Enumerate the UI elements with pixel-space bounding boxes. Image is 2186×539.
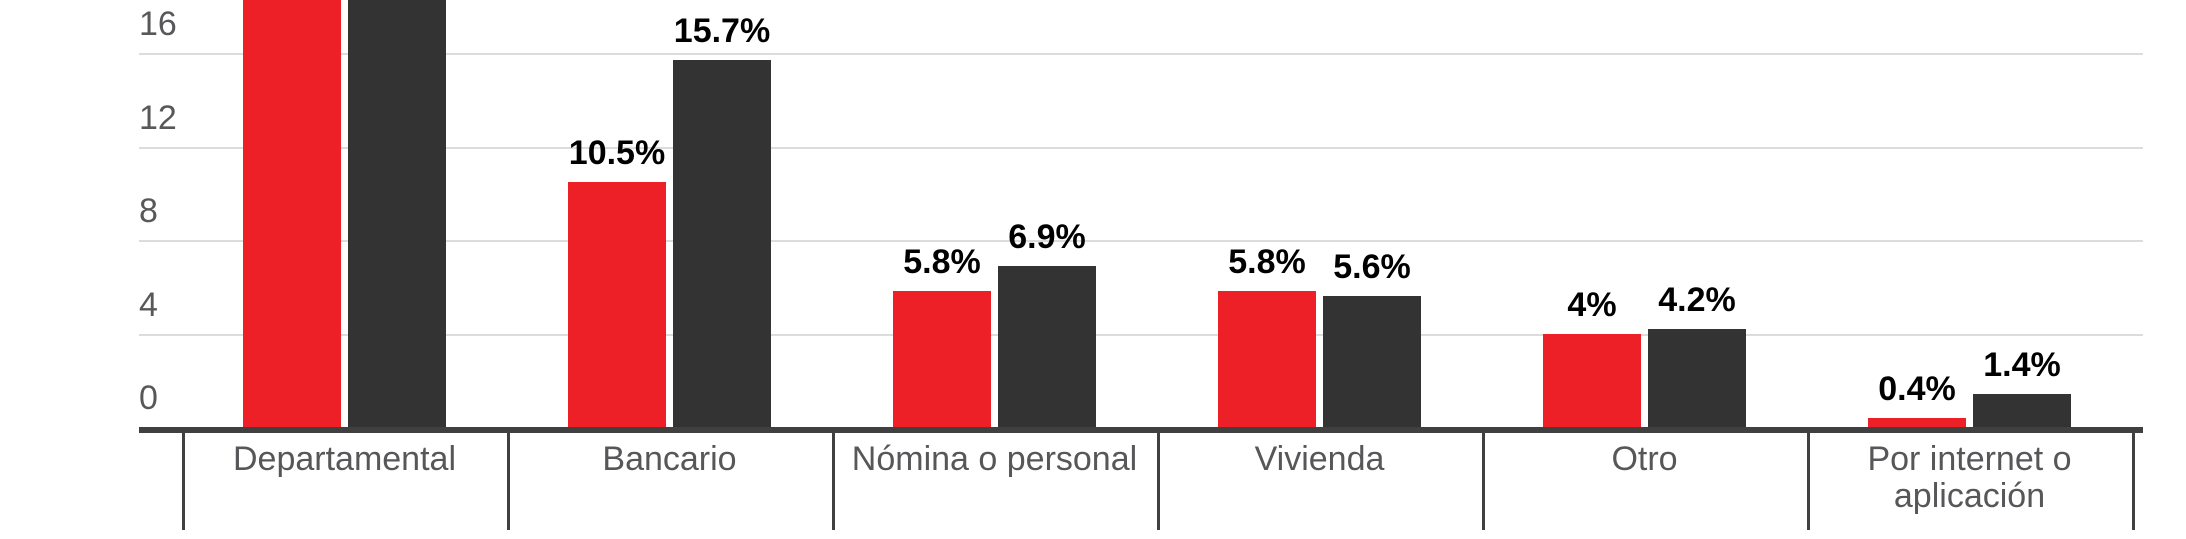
x-axis-category-label: Vivienda — [1254, 440, 1385, 478]
bar-red-series[interactable] — [1218, 291, 1316, 428]
bar-red-series[interactable] — [568, 181, 666, 428]
category-separator — [1807, 427, 1810, 530]
category-separator — [507, 427, 510, 530]
x-axis-category-label: Por internet o aplicación — [1867, 440, 2072, 515]
y-axis-tick-label: 4 — [139, 285, 158, 324]
gridline — [139, 240, 2143, 242]
bar-dark-series[interactable] — [998, 265, 1096, 428]
x-axis-category-label: Bancario — [602, 440, 737, 478]
bar-value-label: 0.4% — [1878, 369, 1956, 408]
bar-dark-series[interactable] — [1648, 328, 1746, 428]
bar-dark-series[interactable] — [673, 60, 771, 428]
bar-red-series[interactable] — [1543, 333, 1641, 428]
bar-dark-series[interactable] — [348, 0, 446, 428]
bar-red-series[interactable] — [1868, 417, 1966, 428]
x-axis-category-label: Nómina o personal — [851, 440, 1138, 478]
bar-value-label: 1.4% — [1983, 346, 2061, 385]
x-axis-baseline — [139, 427, 2143, 433]
bar-dark-series[interactable] — [1323, 296, 1421, 428]
x-axis-category-label: Departamental — [232, 440, 456, 478]
y-axis-tick-label: 16 — [139, 5, 177, 44]
y-axis-tick-label: 8 — [139, 192, 158, 231]
category-separator — [832, 427, 835, 530]
y-axis-tick-label: 0 — [139, 379, 158, 418]
category-separator — [1482, 427, 1485, 530]
bar-value-label: 5.8% — [1228, 243, 1306, 282]
category-separator — [182, 427, 185, 530]
bar-value-label: 5.8% — [903, 243, 981, 282]
gridline — [139, 53, 2143, 55]
y-axis-tick-label: 12 — [139, 98, 177, 137]
bar-value-label: 4.2% — [1658, 280, 1736, 319]
category-separator — [2132, 427, 2135, 530]
gridline — [139, 333, 2143, 336]
bar-red-series[interactable] — [893, 291, 991, 428]
x-axis-category-label: Otro — [1611, 440, 1678, 478]
category-separator — [1157, 427, 1160, 530]
gridline — [139, 146, 2143, 149]
bar-value-label: 10.5% — [568, 133, 666, 172]
bar-value-label: 5.6% — [1333, 248, 1411, 287]
bar-value-label: 15.7% — [673, 12, 771, 51]
bar-value-label: 6.9% — [1008, 217, 1086, 256]
bar-red-series[interactable] — [243, 0, 341, 428]
bar-value-label: 4% — [1567, 285, 1617, 324]
bar-dark-series[interactable] — [1973, 394, 2071, 428]
